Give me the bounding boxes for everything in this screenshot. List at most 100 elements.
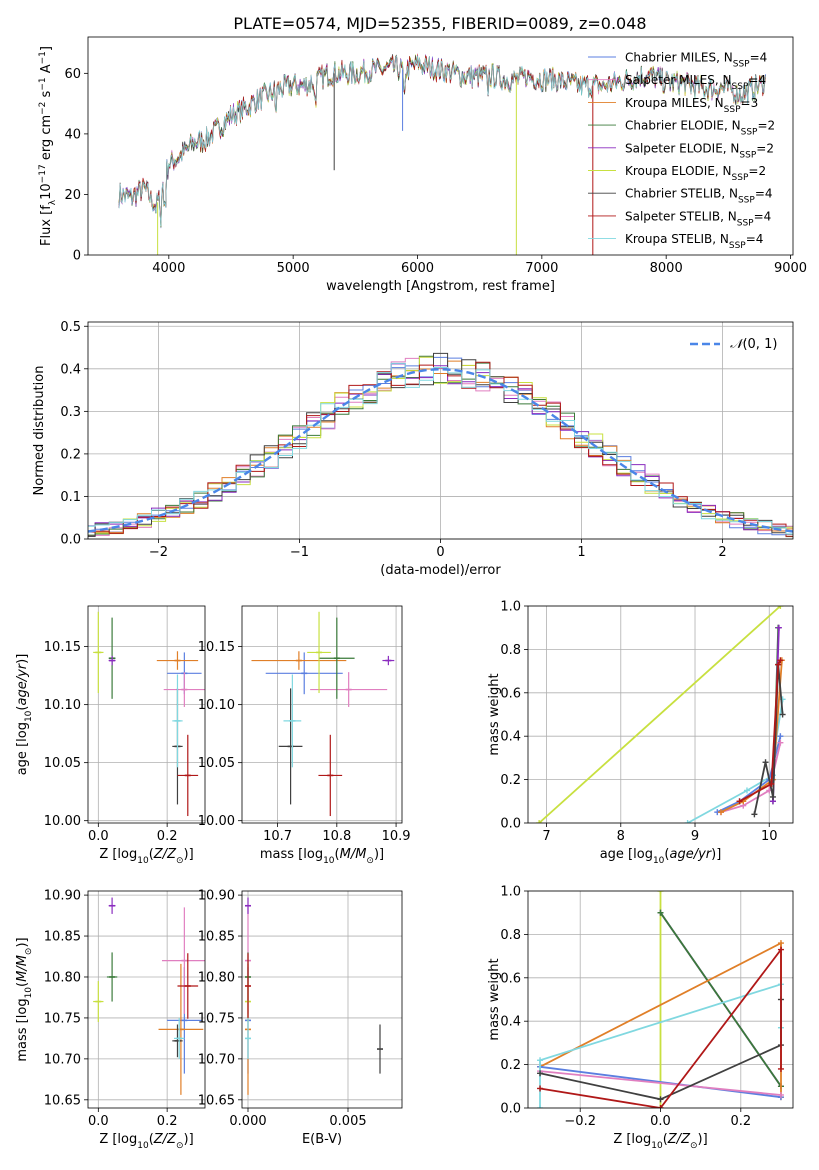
histogram-step bbox=[88, 360, 793, 537]
y-tick-label: 0.6 bbox=[500, 686, 521, 701]
y-tick-label: 10.65 bbox=[44, 1093, 81, 1108]
y-tick-label: 10.85 bbox=[198, 930, 235, 945]
x-tick-label: 4000 bbox=[152, 261, 185, 276]
weight-line bbox=[539, 1065, 782, 1099]
y-tick-label: 0.6 bbox=[500, 971, 521, 986]
x-axis-label: Z [log10(Z/Z⊙)] bbox=[99, 1132, 193, 1151]
x-axis-label: E(B-V) bbox=[302, 1132, 342, 1147]
x-tick-label: 2 bbox=[718, 545, 726, 560]
legend-label: Chabrier ELODIE, NSSP=2 bbox=[625, 119, 775, 138]
x-tick-label: 9000 bbox=[774, 261, 807, 276]
y-tick-label: 10.00 bbox=[198, 814, 235, 829]
y-axis-label: Flux [fλ10−17 erg cm−2 s−1 A−1] bbox=[38, 46, 58, 246]
x-axis-label: wavelength [Angstrom, rest frame] bbox=[326, 279, 555, 294]
legend-label: 𝒩(0, 1) bbox=[730, 337, 777, 352]
x-axis-label: mass [log10(M/M⊙)] bbox=[260, 847, 384, 866]
y-tick-label: 10.70 bbox=[44, 1052, 81, 1067]
residuals-axes: −2 −1 0 1 2 0.0 0.1 0.2 0.3 0.4 0.5 (data-model)/er… bbox=[32, 320, 794, 578]
y-tick-label: 0.2 bbox=[500, 1058, 521, 1073]
x-tick-label: 10.7 bbox=[263, 829, 292, 844]
y-tick-label: 10.70 bbox=[198, 1052, 235, 1067]
y-tick-label: 1.0 bbox=[500, 885, 521, 900]
x-tick-label: 10 bbox=[761, 829, 778, 844]
x-tick-label: 0.2 bbox=[157, 1114, 178, 1129]
legend-label: Kroupa MILES, NSSP=3 bbox=[625, 96, 758, 115]
legend-label: Chabrier STELIB, NSSP=4 bbox=[625, 187, 773, 206]
y-tick-label: 10.90 bbox=[198, 889, 235, 904]
mass_vs_Z-frame bbox=[87, 890, 206, 1109]
y-tick-label: 10.80 bbox=[44, 970, 81, 985]
age_vs_mass-plot-area bbox=[251, 611, 395, 817]
mass_vs_ebv-axes: 0.000 0.005 10.65 10.70 10.75 10.80 10.85 10.90… bbox=[198, 889, 403, 1147]
legend-label: Chabrier MILES, NSSP=4 bbox=[625, 51, 767, 70]
weight_vs_Z-axes: −0.2 0.0 0.2 0.0 0.2 0.4 0.6 0.8 1.0 Z [log10(Z/Z… bbox=[487, 885, 794, 1151]
weight_vs_Z-plot-area bbox=[537, 891, 784, 1108]
figure-title: PLATE=0574, MJD=52355, FIBERID=0089, z=0… bbox=[233, 14, 646, 33]
weight-line bbox=[739, 659, 782, 803]
x-tick-label: 8000 bbox=[650, 261, 683, 276]
y-tick-label: 10.00 bbox=[44, 814, 81, 829]
y-tick-label: 0.4 bbox=[500, 1015, 521, 1030]
histogram-step bbox=[88, 363, 793, 537]
histogram-step bbox=[88, 362, 793, 535]
legend-label: Kroupa STELIB, NSSP=4 bbox=[625, 232, 763, 251]
weight_vs_age-plot-area bbox=[536, 606, 786, 823]
y-tick-label: 10.65 bbox=[198, 1093, 235, 1108]
x-tick-label: 10.8 bbox=[322, 829, 351, 844]
x-tick-label: 0.2 bbox=[157, 829, 178, 844]
x-tick-label: 0 bbox=[436, 545, 444, 560]
x-tick-label: 0.000 bbox=[229, 1114, 266, 1129]
legend-label: Salpeter MILES, NSSP=4 bbox=[625, 73, 766, 92]
y-tick-label: 40 bbox=[64, 127, 81, 142]
y-axis-label: mass weight bbox=[487, 673, 502, 755]
x-tick-label: −2 bbox=[149, 545, 168, 560]
y-tick-label: 0.8 bbox=[500, 928, 521, 943]
weight-line bbox=[539, 1070, 782, 1096]
spectrum-frame bbox=[87, 36, 794, 256]
x-tick-label: 10.9 bbox=[382, 829, 411, 844]
weight-line bbox=[538, 606, 782, 823]
y-tick-label: 1.0 bbox=[500, 600, 521, 615]
mass_vs_Z-axes: 0.0 0.2 10.65 10.70 10.75 10.80 10.85 10.90 Z [l… bbox=[15, 889, 206, 1151]
age_vs_Z-plot-area bbox=[93, 611, 205, 817]
normal-curve bbox=[88, 368, 793, 533]
x-tick-label: −0.2 bbox=[564, 1114, 596, 1129]
y-tick-label: 0.4 bbox=[500, 730, 521, 745]
mass_vs_ebv-plot-area bbox=[245, 897, 383, 1095]
x-tick-label: 0.0 bbox=[88, 829, 109, 844]
spectrum-line bbox=[118, 55, 766, 227]
y-tick-label: 0.5 bbox=[60, 320, 81, 335]
y-tick-label: 10.15 bbox=[198, 640, 235, 655]
y-tick-label: 0.1 bbox=[60, 490, 81, 505]
y-tick-label: 10.80 bbox=[198, 970, 235, 985]
x-axis-label: age [log10(age/yr)] bbox=[600, 847, 722, 866]
y-axis-label: Normed distribution bbox=[32, 366, 47, 496]
y-axis-label: mass weight bbox=[487, 958, 502, 1040]
weight_vs_Z-frame bbox=[527, 890, 794, 1109]
y-tick-label: 0.8 bbox=[500, 643, 521, 658]
x-tick-label: 0.2 bbox=[730, 1114, 751, 1129]
y-tick-label: 10.05 bbox=[44, 756, 81, 771]
x-tick-label: 6000 bbox=[401, 261, 434, 276]
weight_vs_age-axes: 7 8 9 10 0.0 0.2 0.4 0.6 0.8 1.0 age [log10(age/yr… bbox=[487, 600, 794, 866]
x-tick-label: −1 bbox=[290, 545, 309, 560]
x-tick-label: 0.005 bbox=[329, 1114, 366, 1129]
y-axis-label: age [log10(age/yr)] bbox=[15, 654, 34, 776]
y-tick-label: 10.05 bbox=[198, 756, 235, 771]
legend-label: Salpeter STELIB, NSSP=4 bbox=[625, 209, 771, 228]
y-tick-label: 20 bbox=[64, 188, 81, 203]
mass_vs_ebv-frame bbox=[241, 890, 403, 1109]
y-axis-label: mass [log10(M/M⊙)] bbox=[15, 937, 34, 1061]
spectrum-axes: 4000 5000 6000 7000 8000 9000 0 20 40 60 wavelengt… bbox=[38, 36, 807, 294]
age_vs_mass-frame bbox=[241, 605, 403, 824]
y-tick-label: 10.10 bbox=[44, 698, 81, 713]
residuals-plot-area bbox=[88, 352, 793, 538]
y-tick-label: 10.75 bbox=[44, 1011, 81, 1026]
histogram-step bbox=[88, 352, 793, 537]
x-tick-label: 0.0 bbox=[88, 1114, 109, 1129]
y-tick-label: 60 bbox=[64, 67, 81, 82]
y-tick-label: 10.15 bbox=[44, 640, 81, 655]
x-tick-label: 1 bbox=[577, 545, 585, 560]
legend-label: Kroupa ELODIE, NSSP=2 bbox=[625, 164, 766, 183]
